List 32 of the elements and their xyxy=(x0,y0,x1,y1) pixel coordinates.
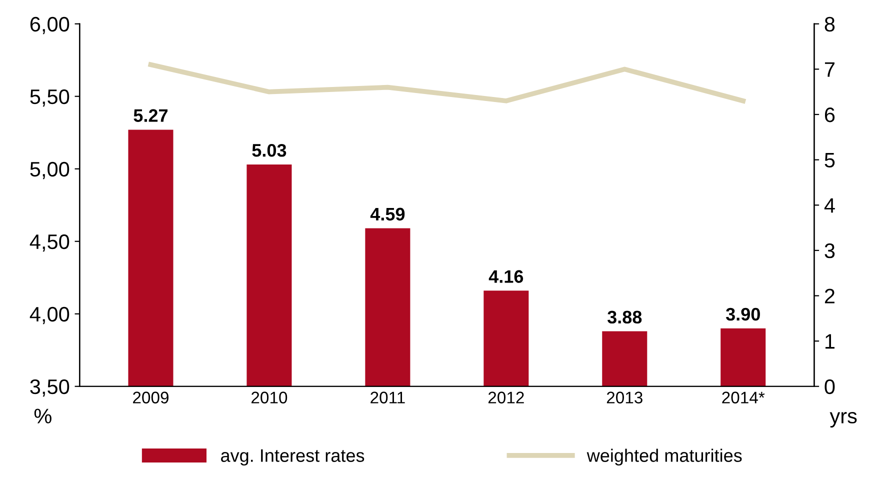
y2-tick-label: 6 xyxy=(824,107,835,122)
data-label: 3.88 xyxy=(607,310,642,324)
x-tick-label: 2014* xyxy=(722,392,765,404)
y2-tick-label: 3 xyxy=(824,243,835,258)
x-tick-label: 2010 xyxy=(252,392,288,404)
y2-axis-title: yrs xyxy=(830,412,857,428)
y2-tick-label: 2 xyxy=(824,288,834,304)
data-label: 5.27 xyxy=(134,109,168,122)
y2-tick-label: 5 xyxy=(824,153,835,168)
y-tick-label: 4,00 xyxy=(30,306,70,324)
x-tick-label: 2011 xyxy=(370,392,405,404)
y2-tick-label: 4 xyxy=(824,198,835,213)
legend-label: weighted maturities xyxy=(586,448,742,466)
y-tick-label: 6,00 xyxy=(30,16,70,34)
data-label: 3.90 xyxy=(726,308,760,321)
y-tick-label: 4,50 xyxy=(30,234,70,252)
y2-tick-label: 0 xyxy=(824,379,835,394)
y2-tick-label: 1 xyxy=(826,334,834,349)
x-tick-label: 2013 xyxy=(606,392,642,404)
line-series xyxy=(148,62,746,104)
y-axis-title: % xyxy=(34,408,52,424)
x-tick-label: 2009 xyxy=(133,392,168,404)
y-tick-label: 5,00 xyxy=(30,162,70,180)
legend-label: avg. Interest rates xyxy=(221,449,364,466)
data-label: 4.16 xyxy=(488,270,524,283)
data-label: 5.03 xyxy=(252,144,286,157)
y2-tick-label: 7 xyxy=(824,62,834,77)
y2-tick-label: 8 xyxy=(824,16,835,32)
data-label: 4.59 xyxy=(370,208,405,221)
x-tick-label: 2012 xyxy=(488,392,524,404)
y-tick-label: 5,50 xyxy=(30,89,70,107)
y-tick-label: 3,50 xyxy=(30,379,70,397)
